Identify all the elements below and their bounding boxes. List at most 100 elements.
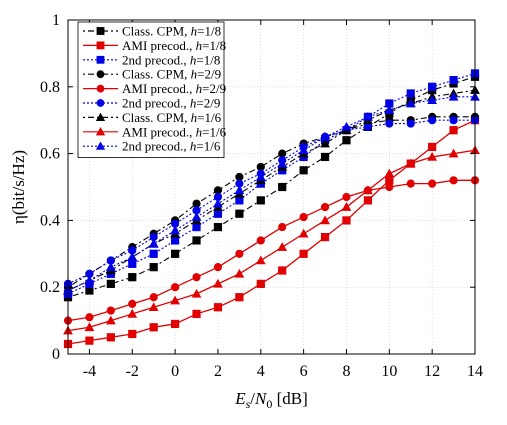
data-point: [341, 121, 352, 131]
x-axis-title: Es/N0 [dB]: [234, 389, 308, 411]
y-axis-title: η(bit/s/Hz): [9, 150, 28, 224]
data-point: [213, 222, 223, 232]
series-4: [63, 176, 480, 325]
data-point: [191, 288, 202, 298]
legend-label: 2nd precod., h=1/6: [122, 139, 221, 154]
data-point: [363, 111, 373, 121]
data-point: [85, 313, 94, 322]
legend-marker: [96, 70, 105, 79]
y-tick-label: 0: [52, 346, 60, 363]
data-point: [320, 233, 330, 242]
data-point: [320, 131, 330, 141]
legend-marker: [96, 41, 105, 50]
data-point: [192, 222, 201, 232]
x-axis-title-zero: 0: [266, 397, 272, 411]
x-axis-title-e: E: [234, 389, 246, 408]
data-point: [405, 98, 416, 108]
data-point: [84, 322, 95, 332]
data-point: [384, 105, 395, 114]
x-tick-label: 0: [171, 363, 179, 380]
data-point: [449, 76, 458, 85]
data-point: [148, 238, 159, 248]
legend-label: 2nd precod., h=1/8: [122, 52, 220, 67]
legend-marker: [96, 84, 105, 93]
data-point: [320, 152, 330, 162]
legend-marker: [96, 99, 105, 107]
data-point: [449, 126, 458, 135]
data-point: [171, 283, 180, 292]
data-point: [278, 182, 287, 192]
legend-label: 2nd precod., h=2/9: [122, 96, 220, 111]
x-axis-title-slash: /: [250, 389, 255, 408]
data-point: [320, 202, 330, 212]
legend-marker: [95, 127, 106, 136]
data-point: [320, 215, 330, 225]
y-tick-label: 0.4: [40, 212, 60, 229]
legend-label: Class. CPM, h=1/8: [122, 24, 221, 39]
data-point: [428, 179, 437, 188]
data-point: [277, 158, 288, 168]
data-point: [342, 136, 351, 145]
data-point: [171, 319, 180, 329]
data-point: [171, 249, 180, 258]
data-point: [105, 262, 116, 271]
data-point: [213, 303, 223, 312]
legend-marker: [95, 141, 106, 150]
data-point: [363, 185, 373, 195]
data-point: [192, 309, 201, 319]
legend-label: AMI precod., h=1/8: [122, 38, 226, 53]
data-point: [192, 273, 201, 282]
data-point: [170, 295, 180, 305]
x-tick-label: 12: [424, 363, 440, 380]
data-point: [448, 91, 459, 101]
data-point: [149, 323, 158, 332]
data-point: [256, 236, 265, 245]
data-point: [298, 228, 309, 238]
data-point: [385, 119, 394, 128]
x-tick-label: 10: [381, 363, 397, 380]
data-point: [278, 222, 287, 232]
x-tick-label: -2: [126, 363, 139, 380]
plot-frame: [67, 19, 476, 355]
data-point: [427, 95, 438, 104]
data-point: [128, 299, 137, 309]
legend-marker: [95, 112, 106, 122]
data-point: [235, 293, 244, 302]
data-point: [170, 225, 180, 235]
data-point: [277, 242, 288, 251]
data-point: [320, 138, 330, 148]
data-point: [106, 333, 115, 342]
x-tick-label: 6: [300, 363, 308, 380]
data-point: [406, 119, 415, 128]
data-point: [213, 263, 223, 272]
data-point: [191, 212, 202, 221]
x-tick-label: 2: [214, 363, 222, 380]
y-tick-label: 0.2: [40, 279, 60, 296]
grid-lines: [68, 20, 476, 354]
data-point: [149, 263, 158, 272]
data-point: [363, 196, 372, 205]
series-8: [63, 91, 480, 295]
data-point: [148, 302, 159, 312]
data-point: [128, 329, 137, 339]
data-point: [428, 116, 437, 125]
data-point: [299, 212, 308, 222]
x-axis-title-n: N: [254, 389, 268, 408]
x-tick-label: 14: [467, 363, 483, 380]
data-point: [427, 151, 438, 161]
data-point: [213, 209, 223, 218]
data-point: [106, 306, 115, 315]
axis-ticks: -4 -2 0 2 4 6 8 10 12 14 0 0.2 0.4 0.6 0.8 1: [40, 12, 483, 380]
data-point: [384, 168, 395, 178]
data-point: [127, 308, 138, 318]
data-point: [385, 182, 394, 192]
data-point: [235, 196, 244, 205]
legend-label: Class. CPM, h=2/9: [122, 67, 221, 82]
data-point: [428, 142, 437, 152]
data-point: [342, 192, 351, 202]
data-point: [255, 255, 266, 265]
data-point: [449, 176, 458, 185]
legend-marker: [96, 27, 105, 35]
